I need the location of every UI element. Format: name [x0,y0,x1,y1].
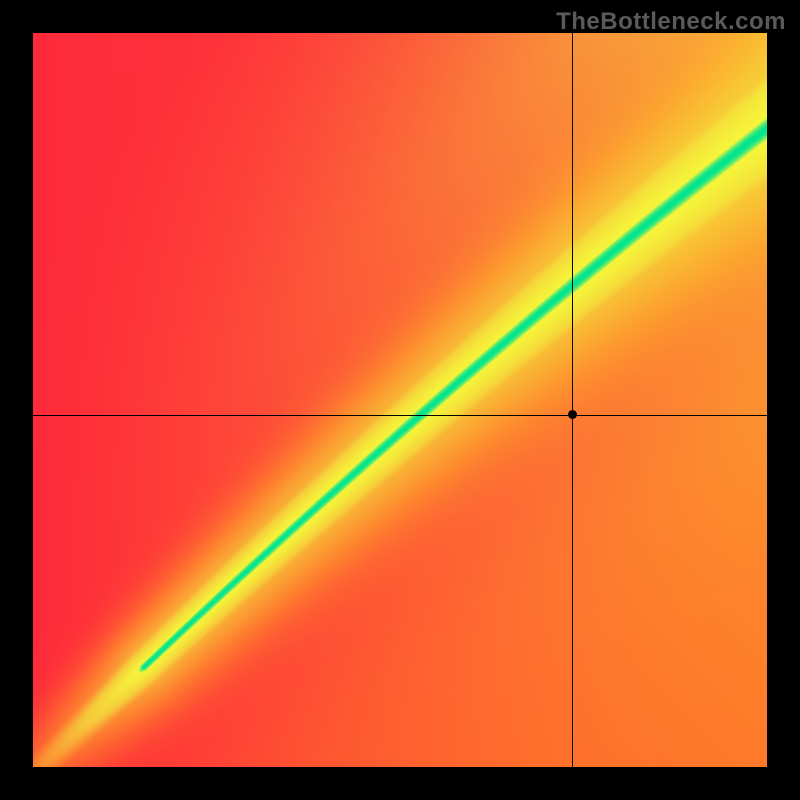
plot-area [33,33,767,767]
chart-container: TheBottleneck.com [0,0,800,800]
heatmap-canvas [33,33,767,767]
watermark-text: TheBottleneck.com [556,8,786,36]
crosshair-vertical [572,33,573,767]
crosshair-horizontal [33,415,767,416]
